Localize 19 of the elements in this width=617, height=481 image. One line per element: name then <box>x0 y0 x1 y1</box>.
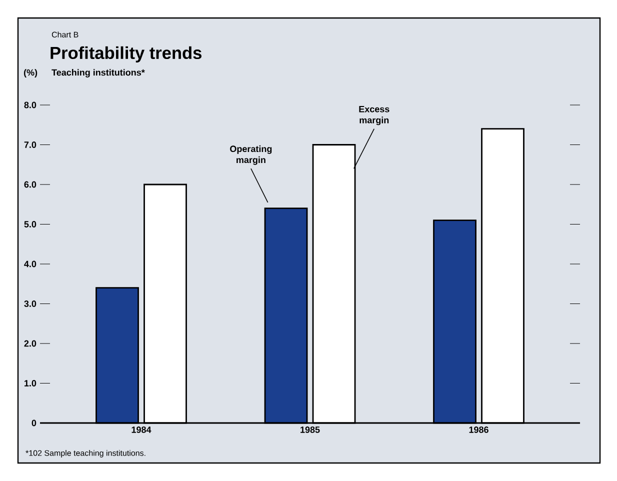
chart-title: Profitability trends <box>50 46 202 62</box>
text: Operating margin <box>230 145 272 165</box>
y-tick-label: 7.0 <box>24 142 36 148</box>
text: *102 Sample teaching institutions. <box>26 450 146 458</box>
x-tick-label: 1986 <box>469 426 488 433</box>
y-tick-label: 6.0 <box>24 181 36 188</box>
chart-subtitle: Teaching institutions* <box>52 69 145 78</box>
y-tick-label: 5.0 <box>24 221 36 228</box>
x-tick-label: 1985 <box>300 426 320 433</box>
y-tick-label: 0 <box>32 420 36 426</box>
y-axis-title: (%) <box>24 69 38 78</box>
y-tick-label: 2.0 <box>24 340 36 347</box>
y-tick-label: 1.0 <box>24 380 36 386</box>
x-tick-label: 1984 <box>132 426 152 433</box>
y-tick-label: 8.0 <box>24 102 36 108</box>
text: Excess margin <box>359 106 390 126</box>
y-tick-label: 4.0 <box>24 260 36 268</box>
text: Chart B <box>52 32 78 38</box>
y-tick-label: 3.0 <box>24 300 36 307</box>
